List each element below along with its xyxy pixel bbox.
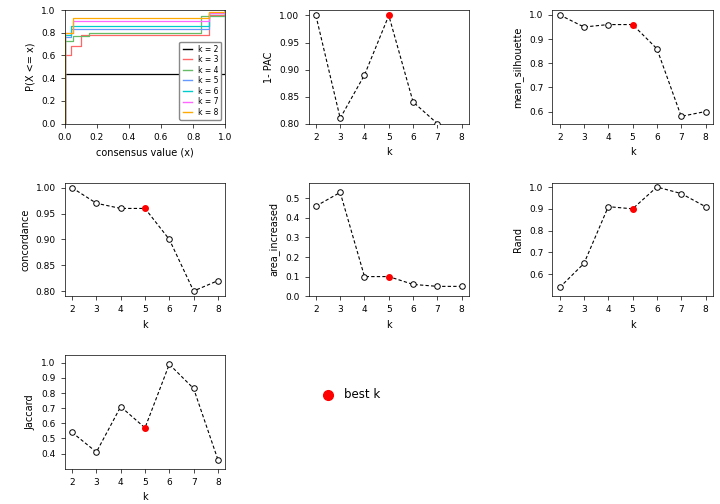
- Y-axis label: concordance: concordance: [20, 208, 30, 271]
- X-axis label: k: k: [386, 320, 392, 330]
- X-axis label: k: k: [142, 320, 148, 330]
- Y-axis label: 1- PAC: 1- PAC: [264, 51, 274, 83]
- Legend: k = 2, k = 3, k = 4, k = 5, k = 6, k = 7, k = 8: k = 2, k = 3, k = 4, k = 5, k = 6, k = 7…: [179, 41, 221, 120]
- Y-axis label: P(X <= x): P(X <= x): [26, 43, 36, 91]
- X-axis label: k: k: [142, 492, 148, 502]
- Y-axis label: Jaccard: Jaccard: [26, 394, 36, 430]
- Y-axis label: area_increased: area_increased: [269, 203, 279, 276]
- Text: best k: best k: [344, 389, 380, 401]
- X-axis label: k: k: [630, 147, 636, 157]
- X-axis label: consensus value (x): consensus value (x): [96, 147, 194, 157]
- X-axis label: k: k: [630, 320, 636, 330]
- X-axis label: k: k: [386, 147, 392, 157]
- Y-axis label: mean_silhouette: mean_silhouette: [513, 26, 523, 107]
- Y-axis label: Rand: Rand: [513, 227, 523, 252]
